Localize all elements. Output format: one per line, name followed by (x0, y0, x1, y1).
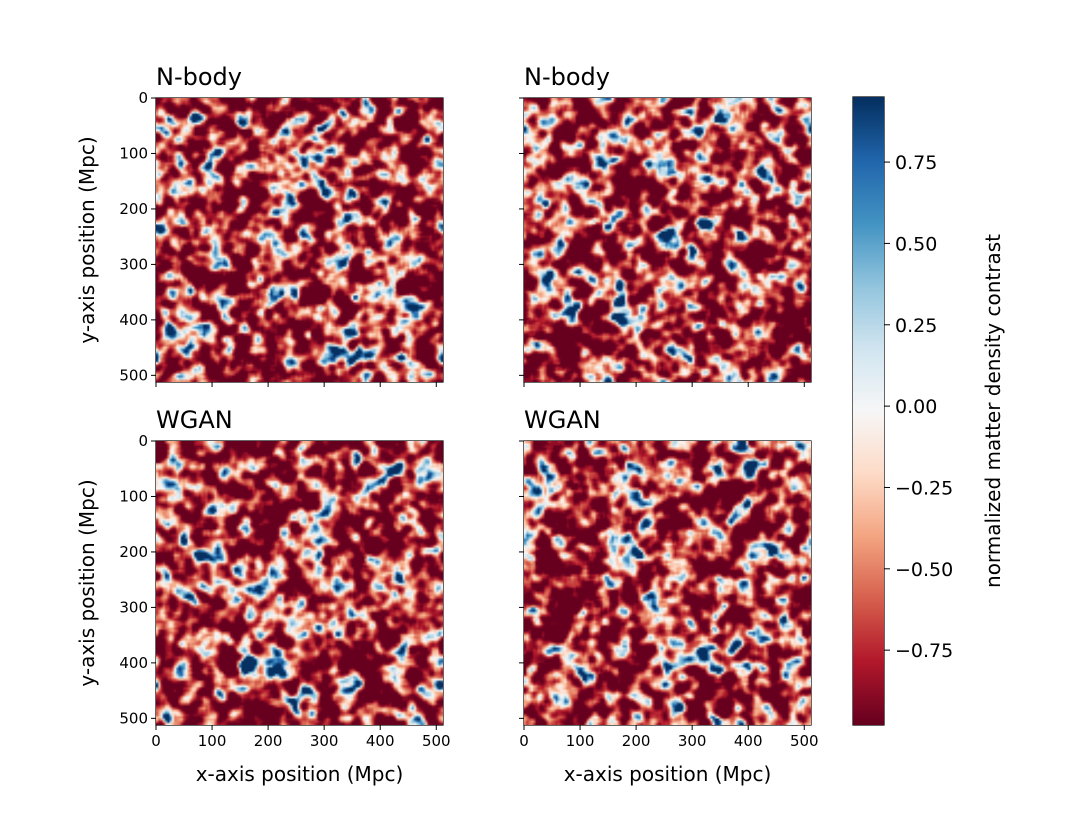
y-tick-label: 0 (138, 432, 148, 450)
y-tick-label: 300 (119, 255, 148, 273)
colorbar-gradient (853, 97, 884, 725)
colorbar-label: normalized matter density contrast (981, 234, 1005, 588)
y-tick-label: 0 (138, 89, 148, 107)
colorbar-tick-label: −0.75 (895, 640, 953, 662)
x-axis-label: x-axis position (Mpc) (196, 762, 404, 786)
panel-title: WGAN (524, 406, 601, 434)
x-tick-label: 200 (622, 732, 651, 750)
x-tick-label: 100 (566, 732, 595, 750)
y-tick-label: 400 (119, 654, 148, 672)
x-axis-label: x-axis position (Mpc) (564, 762, 772, 786)
x-tick-label: 400 (734, 732, 763, 750)
y-tick-label: 100 (119, 487, 148, 505)
x-tick-label: 300 (678, 732, 707, 750)
y-tick-label: 500 (119, 709, 148, 727)
colorbar-tick-label: 0.00 (895, 396, 937, 418)
x-tick-label: 500 (422, 732, 451, 750)
panel-title: N-body (524, 63, 610, 91)
panel-title: WGAN (156, 406, 233, 434)
y-tick-label: 200 (119, 543, 148, 561)
density-map-panel-4 (524, 441, 811, 725)
x-tick-label: 0 (519, 732, 529, 750)
panel-title: N-body (156, 63, 242, 91)
y-tick-label: 100 (119, 144, 148, 162)
density-map-panel-2 (524, 98, 811, 382)
colorbar-tick-label: −0.50 (895, 559, 953, 581)
x-tick-label: 500 (790, 732, 819, 750)
x-tick-label: 0 (151, 732, 161, 750)
density-map-panel-3 (156, 441, 443, 725)
x-tick-label: 100 (198, 732, 227, 750)
x-tick-label: 300 (310, 732, 339, 750)
colorbar-tick-label: −0.25 (895, 477, 953, 499)
y-tick-label: 400 (119, 311, 148, 329)
x-tick-label: 400 (366, 732, 395, 750)
y-axis-label: y-axis position (Mpc) (75, 136, 99, 343)
x-tick-label: 200 (254, 732, 283, 750)
colorbar-tick-label: 0.50 (895, 233, 937, 255)
density-map-panel-1 (156, 98, 443, 382)
y-tick-label: 300 (119, 598, 148, 616)
colorbar-tick-label: 0.25 (895, 315, 937, 337)
y-tick-label: 200 (119, 200, 148, 218)
colorbar-tick-label: 0.75 (895, 152, 937, 174)
y-axis-label: y-axis position (Mpc) (75, 479, 99, 686)
y-tick-label: 500 (119, 366, 148, 384)
